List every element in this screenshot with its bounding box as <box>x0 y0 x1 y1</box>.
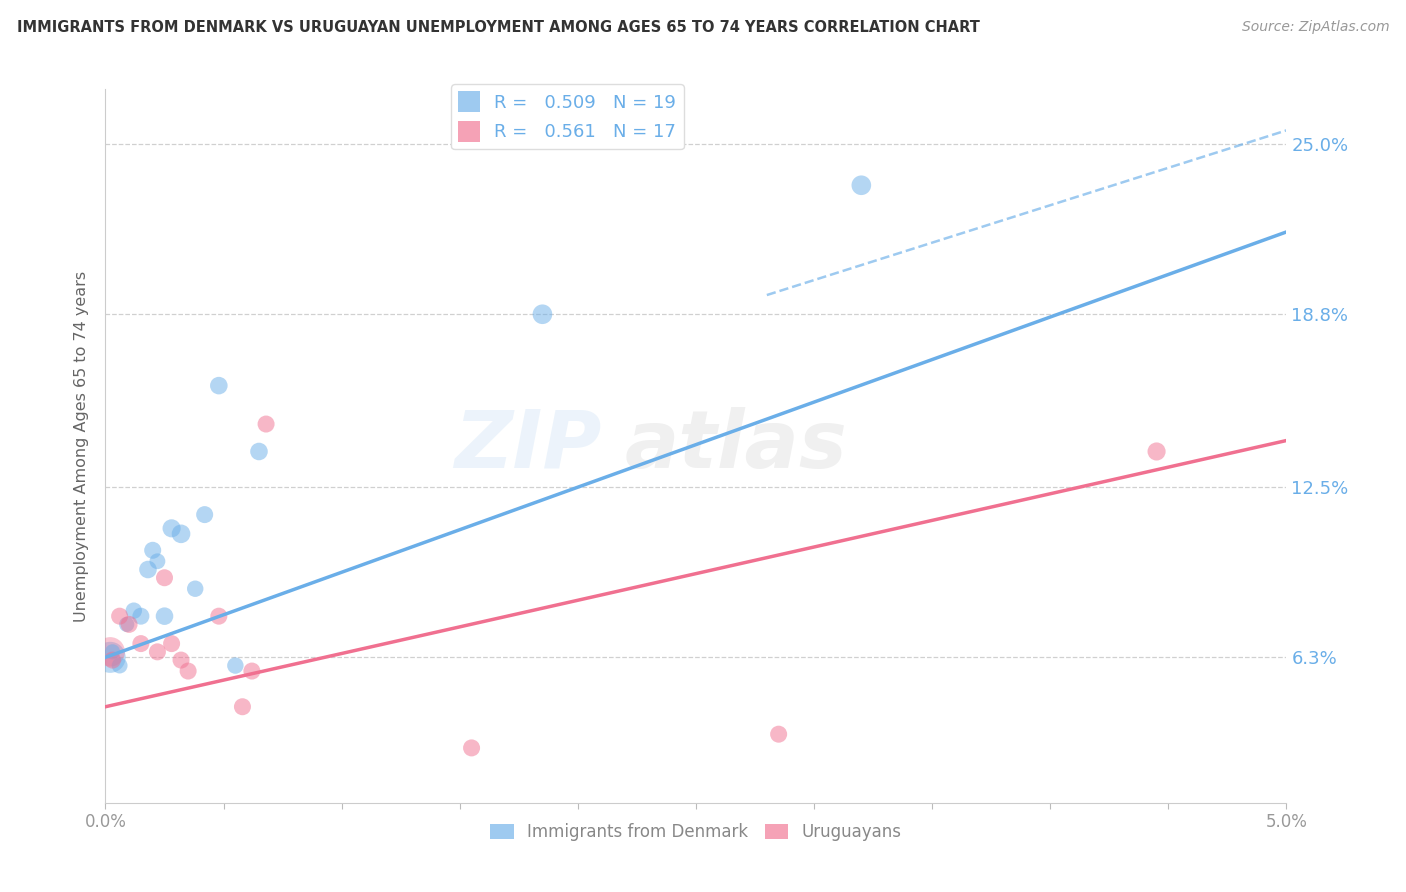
Text: ZIP: ZIP <box>454 407 602 485</box>
Legend: Immigrants from Denmark, Uruguayans: Immigrants from Denmark, Uruguayans <box>484 817 908 848</box>
Point <box>194 508 217 522</box>
Point <box>231 699 253 714</box>
Point <box>136 562 159 576</box>
Point <box>208 609 231 624</box>
Point <box>208 378 231 392</box>
Point <box>531 307 554 321</box>
Point <box>177 664 200 678</box>
Point <box>170 526 193 541</box>
Text: IMMIGRANTS FROM DENMARK VS URUGUAYAN UNEMPLOYMENT AMONG AGES 65 TO 74 YEARS CORR: IMMIGRANTS FROM DENMARK VS URUGUAYAN UNE… <box>17 20 980 35</box>
Point <box>460 740 482 755</box>
Point <box>153 609 176 624</box>
Point <box>118 617 141 632</box>
Point <box>170 653 193 667</box>
Point <box>129 609 152 624</box>
Point <box>98 645 121 659</box>
Point <box>160 521 183 535</box>
Point <box>240 664 263 678</box>
Point <box>224 658 246 673</box>
Point <box>160 637 183 651</box>
Point <box>129 637 152 651</box>
Point <box>1146 444 1168 458</box>
Point <box>184 582 207 596</box>
Point <box>108 609 131 624</box>
Point <box>98 650 121 665</box>
Point <box>146 554 169 568</box>
Point <box>153 571 176 585</box>
Point <box>101 645 124 659</box>
Point <box>108 658 131 673</box>
Text: Source: ZipAtlas.com: Source: ZipAtlas.com <box>1241 20 1389 34</box>
Point <box>254 417 277 431</box>
Point <box>768 727 790 741</box>
Point <box>146 645 169 659</box>
Text: atlas: atlas <box>626 407 848 485</box>
Y-axis label: Unemployment Among Ages 65 to 74 years: Unemployment Among Ages 65 to 74 years <box>75 270 90 622</box>
Point <box>851 178 873 193</box>
Point <box>247 444 270 458</box>
Point <box>115 617 138 632</box>
Point <box>142 543 165 558</box>
Point <box>101 653 124 667</box>
Point <box>122 604 145 618</box>
